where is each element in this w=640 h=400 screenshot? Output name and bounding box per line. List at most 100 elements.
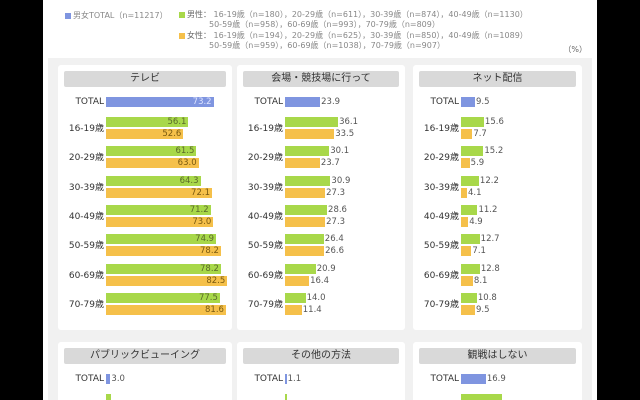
- legend-female-label: 女性：: [187, 31, 211, 40]
- unit-label: （%）: [563, 45, 587, 54]
- age-group-row: 20-29歳 61.5 63.0: [58, 146, 232, 170]
- row-label: 30-39歳: [68, 182, 104, 193]
- female-bar: [461, 275, 473, 286]
- female-bar: [106, 216, 214, 227]
- female-bar: [285, 275, 310, 286]
- bar-value: 72.1: [191, 187, 210, 198]
- chart-panel: 観戦はしない TOTAL 16.9: [413, 342, 582, 400]
- total-bar: [106, 97, 214, 107]
- row-label: 40-49歳: [68, 211, 104, 222]
- bar-value: 3.0: [111, 374, 125, 384]
- panel-title: その他の方法: [243, 348, 399, 364]
- bar-value: 73.0: [192, 216, 212, 227]
- bar-value: 74.9: [195, 234, 215, 245]
- bar-value: 16.9: [486, 374, 506, 384]
- panel-title: 観戦はしない: [419, 348, 576, 364]
- legend-male: 男性： 16-19歳（n=180），20-29歳（n=611），30-39歳（n…: [179, 10, 528, 20]
- bar-value: 4.9: [469, 216, 483, 227]
- age-group-row: 70-79歳 10.8 9.5: [413, 292, 582, 317]
- male-bar: [106, 204, 211, 215]
- panel-title: テレビ: [64, 71, 226, 87]
- male-bar-partial: [106, 394, 112, 400]
- row-label: 50-59歳: [423, 241, 459, 252]
- bar-value: 12.2: [479, 175, 499, 186]
- male-bar: [461, 292, 477, 303]
- male-bar: [106, 117, 189, 127]
- chart-panel: パブリックビューイング TOTAL 3.0: [58, 342, 232, 400]
- bar-value: 30.9: [331, 175, 351, 186]
- legend-male-label: 男性：: [187, 10, 211, 19]
- panel-title: ネット配信: [419, 71, 576, 87]
- female-bar: [461, 129, 473, 139]
- chart-panel: ネット配信 TOTAL 9.5 16-19歳 15.6 7.7 20-29歳 15.2 5.9 3…: [413, 65, 582, 330]
- row-label: TOTAL: [75, 97, 104, 107]
- row-label: 50-59歳: [247, 241, 283, 252]
- male-bar: [285, 175, 331, 186]
- bar-value: 7.1: [472, 246, 486, 257]
- age-group-row: 60-69歳 12.8 8.1: [413, 263, 582, 288]
- bar-value: 30.1: [330, 146, 350, 157]
- row-label: TOTAL: [430, 97, 459, 107]
- age-group-row: 16-19歳 56.1 52.6: [58, 117, 232, 141]
- age-group-row: 40-49歳 71.2 73.0: [58, 204, 232, 229]
- total-row: TOTAL 73.2: [58, 97, 232, 109]
- male-bar: [285, 292, 306, 303]
- legend-female-line2: 50-59歳（n=959），60-69歳（n=1038），70-79歳（n=90…: [209, 41, 445, 50]
- bar-value: 64.3: [179, 175, 199, 186]
- age-group-row: 30-39歳 64.3 72.1: [58, 175, 232, 200]
- male-bar: [461, 204, 478, 215]
- row-label: 50-59歳: [68, 241, 104, 252]
- male-bar-partial: [461, 394, 503, 400]
- bar-value: 26.4: [324, 234, 344, 245]
- age-group-row: 30-39歳 30.9 27.3: [237, 175, 405, 200]
- row-label: 16-19歳: [423, 124, 459, 134]
- row-label: 16-19歳: [68, 124, 104, 134]
- female-bar: [461, 216, 469, 227]
- bar-value: 9.5: [475, 304, 490, 315]
- male-bar: [106, 263, 221, 274]
- bar-value: 15.6: [484, 117, 504, 127]
- total-row: TOTAL 16.9: [413, 374, 582, 386]
- bar-value: 11.4: [302, 304, 322, 315]
- bar-value: 78.2: [200, 246, 219, 257]
- bar-value: 11.2: [478, 204, 498, 215]
- bar-value: 61.5: [175, 146, 195, 157]
- age-group-row: 16-19歳 15.6 7.7: [413, 117, 582, 141]
- legend-total-label: 男女TOTAL（n=11217）: [73, 11, 168, 20]
- female-bar: [285, 158, 320, 169]
- legend-female-swatch: [179, 32, 185, 39]
- female-bar: [285, 304, 302, 315]
- bar-value: 77.5: [198, 292, 218, 303]
- total-row: TOTAL 9.5: [413, 97, 582, 109]
- legend-male-line1: 16-19歳（n=180），20-29歳（n=611），30-39歳（n=874…: [213, 10, 528, 19]
- age-group-row: 16-19歳 36.1 33.5: [237, 117, 405, 141]
- bar-value: 14.0: [306, 292, 326, 303]
- row-label: TOTAL: [75, 374, 104, 384]
- bar-value: 27.3: [326, 187, 346, 198]
- legend-female-line1: 16-19歳（n=194），20-29歳（n=625），30-39歳（n=850…: [213, 31, 528, 40]
- bar-value: 63.0: [177, 158, 197, 169]
- male-bar: [285, 234, 324, 245]
- bar-value: 56.1: [167, 117, 187, 127]
- age-group-row: 70-79歳 14.0 11.4: [237, 292, 405, 317]
- female-bar: [106, 129, 184, 139]
- male-bar: [106, 234, 217, 245]
- total-bar: [106, 374, 111, 384]
- female-bar: [461, 246, 472, 257]
- male-bar: [106, 292, 220, 303]
- male-bar: [106, 175, 201, 186]
- bar-value: 8.1: [473, 275, 488, 286]
- bar-value: 5.9: [470, 158, 485, 169]
- female-bar: [461, 158, 470, 169]
- bar-value: 9.5: [475, 97, 490, 107]
- bar-value: 12.8: [480, 263, 500, 274]
- row-label: 60-69歳: [247, 270, 283, 281]
- female-bar: [285, 216, 326, 227]
- row-label: TOTAL: [430, 374, 459, 384]
- total-bar: [285, 97, 321, 107]
- female-bar: [285, 246, 325, 257]
- bar-value: 23.7: [320, 158, 340, 169]
- legend: 男女TOTAL（n=11217） 男性： 16-19歳（n=180），20-29…: [43, 0, 597, 60]
- bar-value: 15.2: [484, 146, 504, 157]
- female-bar: [106, 187, 212, 198]
